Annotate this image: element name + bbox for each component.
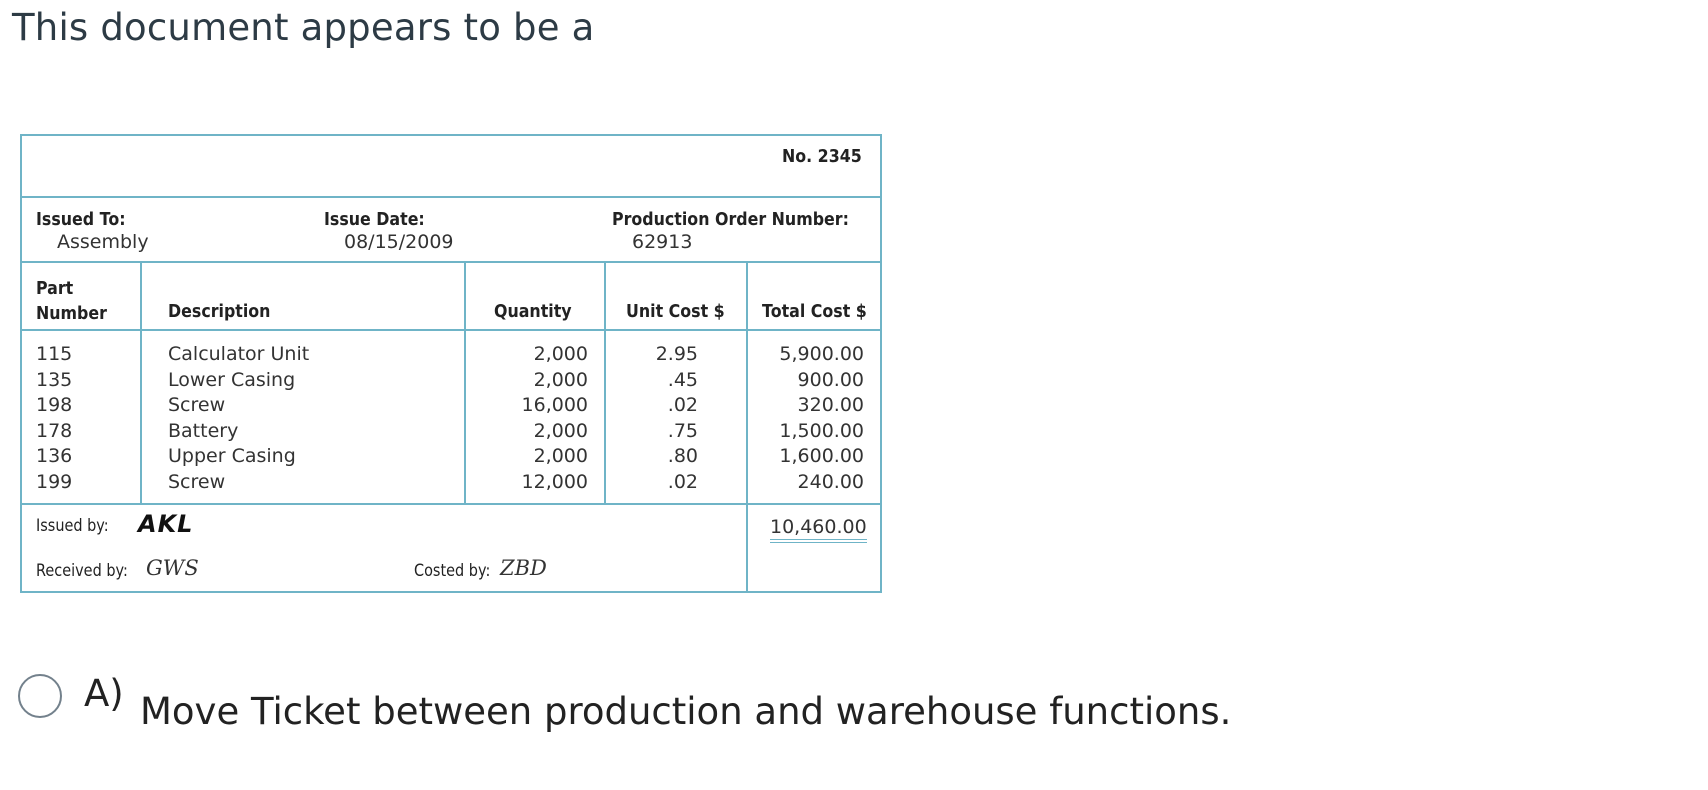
table-cell: .80 xyxy=(667,445,698,468)
table-cell: 2.95 xyxy=(655,343,698,365)
table-cell: 2,000 xyxy=(533,368,588,391)
table-cell: 2,000 xyxy=(533,343,588,365)
table-cell: 1,500.00 xyxy=(779,419,864,442)
header-description: Description xyxy=(168,301,271,322)
divider xyxy=(746,261,748,593)
answer-letter: A) xyxy=(84,672,124,715)
divider xyxy=(22,196,880,198)
table-cell: 900.00 xyxy=(797,368,864,391)
table-cell: 5,900.00 xyxy=(779,343,864,365)
divider xyxy=(140,261,142,503)
table-cell: .75 xyxy=(667,419,698,442)
total-cost-column: 5,900.00 900.00 320.00 1,500.00 1,600.00… xyxy=(752,342,864,496)
unit-cost-column: 2.95 .45 .02 .75 .80 .02 xyxy=(612,342,698,496)
answer-text[interactable]: Move Ticket between production and wareh… xyxy=(140,690,1232,733)
document-number: No. 2345 xyxy=(782,146,862,167)
divider xyxy=(464,261,466,503)
divider xyxy=(604,261,606,503)
table-cell: 178 xyxy=(36,419,73,442)
description-column: Calculator Unit Lower Casing Screw Batte… xyxy=(168,342,309,496)
table-cell: 115 xyxy=(36,343,73,365)
table-cell: Screw xyxy=(168,470,226,493)
table-cell: .02 xyxy=(667,394,698,417)
issue-date-value: 08/15/2009 xyxy=(344,231,454,253)
table-cell: 2,000 xyxy=(533,419,588,442)
table-cell: .45 xyxy=(667,368,698,391)
divider xyxy=(22,503,880,505)
table-cell: .02 xyxy=(667,470,698,493)
issue-date-label: Issue Date: xyxy=(324,209,425,230)
costed-by-signature: ZBD xyxy=(500,556,547,580)
issued-by-signature: AKL xyxy=(138,510,194,538)
received-by-label: Received by: xyxy=(36,561,128,581)
table-cell: 240.00 xyxy=(797,470,864,493)
table-cell: 199 xyxy=(36,470,73,493)
table-cell: 135 xyxy=(36,368,73,391)
received-by-signature: GWS xyxy=(146,556,199,580)
divider xyxy=(22,261,880,263)
header-total-cost: Total Cost $ xyxy=(762,301,867,322)
materials-requisition-document: No. 2345 Issued To: Assembly Issue Date:… xyxy=(20,134,882,593)
costed-by-label: Costed by: xyxy=(414,561,491,581)
table-cell: 16,000 xyxy=(521,394,588,417)
issued-to-label: Issued To: xyxy=(36,209,126,230)
issued-to-value: Assembly xyxy=(57,231,149,253)
table-cell: Calculator Unit xyxy=(168,343,310,365)
answer-option-a[interactable]: A) Move Ticket between production and wa… xyxy=(16,670,1231,733)
header-unit-cost: Unit Cost $ xyxy=(626,301,725,322)
table-cell: 2,000 xyxy=(533,445,588,468)
production-order-label: Production Order Number: xyxy=(612,209,849,230)
table-cell: 136 xyxy=(36,445,73,468)
table-cell: 320.00 xyxy=(797,394,864,417)
table-cell: 198 xyxy=(36,394,73,417)
quantity-column: 2,000 2,000 16,000 2,000 2,000 12,000 xyxy=(474,342,588,496)
part-number-column: 115 135 198 178 136 199 xyxy=(36,342,72,496)
question-text: This document appears to be a xyxy=(12,6,595,49)
production-order-value: 62913 xyxy=(632,231,693,253)
grand-total: 10,460.00 xyxy=(770,516,867,543)
table-cell: Battery xyxy=(168,419,239,442)
table-cell: Screw xyxy=(168,394,226,417)
divider xyxy=(22,329,880,331)
radio-button-a[interactable] xyxy=(18,674,62,718)
table-cell: Upper Casing xyxy=(168,445,296,468)
table-cell: Lower Casing xyxy=(168,368,296,391)
header-quantity: Quantity xyxy=(494,301,572,322)
header-part-number: Part Number xyxy=(36,278,107,324)
table-cell: 1,600.00 xyxy=(779,445,864,468)
issued-by-label: Issued by: xyxy=(36,516,109,536)
table-cell: 12,000 xyxy=(521,470,588,493)
